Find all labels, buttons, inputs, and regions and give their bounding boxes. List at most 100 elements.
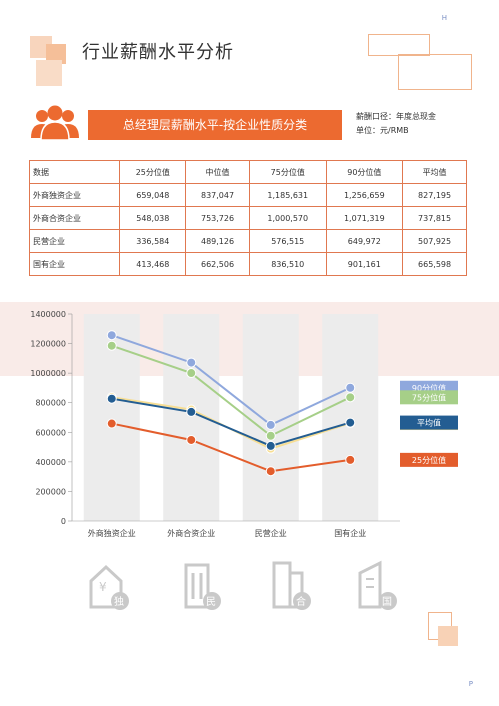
table-cell: 国有企业 xyxy=(28,252,121,276)
legend-box xyxy=(400,415,458,430)
corner-decoration-top-right xyxy=(368,34,478,94)
table-cell: 1,256,659 xyxy=(325,183,404,207)
state-owned-building-icon: 国 xyxy=(356,555,398,613)
data-point xyxy=(106,393,117,404)
x-tick-label: 外商合资企业 xyxy=(167,528,215,538)
note-unit: 单位：元/RMB xyxy=(356,126,409,135)
people-group-icon xyxy=(30,104,80,142)
table-row: 外商合资企业 548,038 753,726 1,000,570 1,071,3… xyxy=(28,206,467,230)
data-point xyxy=(265,466,276,477)
series-line xyxy=(111,422,351,473)
data-point xyxy=(345,454,356,465)
icon-label: 独 xyxy=(114,595,124,608)
page-corner-marker-bottom: P xyxy=(468,680,473,688)
table-cell: 836,510 xyxy=(248,252,327,276)
icon-label: 民 xyxy=(206,596,216,608)
y-tick-label: 1000000 xyxy=(30,369,66,378)
y-tick-label: 1400000 xyxy=(30,310,66,319)
legend-label: 25分位值 xyxy=(412,455,446,465)
category-band xyxy=(242,314,299,521)
y-tick-label: 0 xyxy=(61,517,66,526)
table-cell: 649,972 xyxy=(325,229,404,253)
note-basis: 薪酬口径：年度总现金 xyxy=(356,112,436,121)
table-header-row: 数据 25分位值 中位值 75分位值 90分位值 平均值 xyxy=(28,160,467,184)
table-cell: 507,925 xyxy=(402,229,467,253)
salary-line-chart: 0 200000 400000 600000 800000 1000000 1200000 1… xyxy=(30,310,458,538)
table-cell: 489,126 xyxy=(185,229,250,253)
icon-label: 国 xyxy=(382,596,392,608)
table-row: 外商独资企业 659,048 837,047 1,185,631 1,256,6… xyxy=(28,183,467,207)
category-band xyxy=(322,314,379,521)
data-point xyxy=(345,417,356,428)
foreign-owned-building-icon: ¥ 独 xyxy=(88,555,130,613)
data-point xyxy=(345,382,356,393)
y-tick-label: 600000 xyxy=(35,428,66,437)
private-building-icon: 合 xyxy=(270,555,312,613)
section-banner: 总经理层薪酬水平-按企业性质分类 xyxy=(88,110,342,140)
table-cell: 1,185,631 xyxy=(248,183,327,207)
legend-box xyxy=(400,390,458,405)
series-line xyxy=(111,397,351,447)
salary-table: 数据 25分位值 中位值 75分位值 90分位值 平均值 外商独资企业 659,… xyxy=(28,160,467,276)
corner-decoration-bottom-right xyxy=(428,612,468,652)
legend-label: 90分位值 xyxy=(412,383,446,393)
table-row: 国有企业 413,468 662,506 836,510 901,161 665… xyxy=(28,252,467,276)
page-title: 行业薪酬水平分析 xyxy=(82,42,234,63)
table-header-cell: 中位值 xyxy=(185,160,250,184)
category-band xyxy=(163,314,220,521)
table-cell: 1,000,570 xyxy=(248,206,327,230)
data-point xyxy=(186,357,197,368)
table-cell: 外商独资企业 xyxy=(28,183,121,207)
table-header-cell: 25分位值 xyxy=(119,160,187,184)
data-point xyxy=(106,330,117,341)
data-point xyxy=(186,368,197,379)
table-cell: 901,161 xyxy=(325,252,404,276)
y-tick-label: 800000 xyxy=(35,399,66,408)
table-cell: 576,515 xyxy=(248,229,327,253)
data-point xyxy=(186,406,197,417)
unit-note: 薪酬口径：年度总现金 单位：元/RMB xyxy=(356,110,436,138)
svg-text:¥: ¥ xyxy=(99,580,107,594)
y-tick-label: 400000 xyxy=(35,458,66,467)
table-cell: 662,506 xyxy=(185,252,250,276)
table-cell: 1,071,319 xyxy=(325,206,404,230)
table-cell: 659,048 xyxy=(119,183,187,207)
table-cell: 336,584 xyxy=(119,229,187,253)
table-header-cell: 75分位值 xyxy=(248,160,327,184)
table-cell: 外商合资企业 xyxy=(28,206,121,230)
table-row: 民营企业 336,584 489,126 576,515 649,972 507… xyxy=(28,229,467,253)
table-cell: 548,038 xyxy=(119,206,187,230)
table-header-cell: 90分位值 xyxy=(325,160,404,184)
data-point xyxy=(106,340,117,351)
data-point xyxy=(345,392,356,403)
legend-box xyxy=(400,452,458,467)
corner-decoration-top-left xyxy=(20,28,80,88)
data-point xyxy=(265,419,276,430)
table-header-cell: 数据 xyxy=(28,160,121,184)
joint-venture-building-icon: 民 xyxy=(180,555,222,613)
series-line xyxy=(111,344,351,437)
table-cell: 827,195 xyxy=(402,183,467,207)
legend-label: 75分位值 xyxy=(412,392,446,402)
icon-label: 合 xyxy=(296,595,306,608)
x-tick-label: 外商独资企业 xyxy=(88,528,136,538)
banner-title: 总经理层薪酬水平-按企业性质分类 xyxy=(122,118,308,132)
data-point xyxy=(106,418,117,429)
data-point xyxy=(265,440,276,451)
x-tick-label: 民营企业 xyxy=(255,528,287,538)
x-tick-label: 国有企业 xyxy=(334,528,366,538)
table-cell: 665,598 xyxy=(402,252,467,276)
data-point xyxy=(186,434,197,445)
data-point xyxy=(265,430,276,441)
y-tick-label: 1200000 xyxy=(30,340,66,349)
table-cell: 737,815 xyxy=(402,206,467,230)
series-line xyxy=(111,334,351,427)
table-cell: 837,047 xyxy=(185,183,250,207)
table-header-cell: 平均值 xyxy=(402,160,467,184)
page-corner-marker: H xyxy=(441,14,447,22)
table-cell: 413,468 xyxy=(119,252,187,276)
table-cell: 753,726 xyxy=(185,206,250,230)
enterprise-icons-row: ¥ 独 民 合 国 xyxy=(0,555,499,625)
y-tick-label: 200000 xyxy=(35,487,66,496)
legend-label: 平均值 xyxy=(417,418,441,428)
